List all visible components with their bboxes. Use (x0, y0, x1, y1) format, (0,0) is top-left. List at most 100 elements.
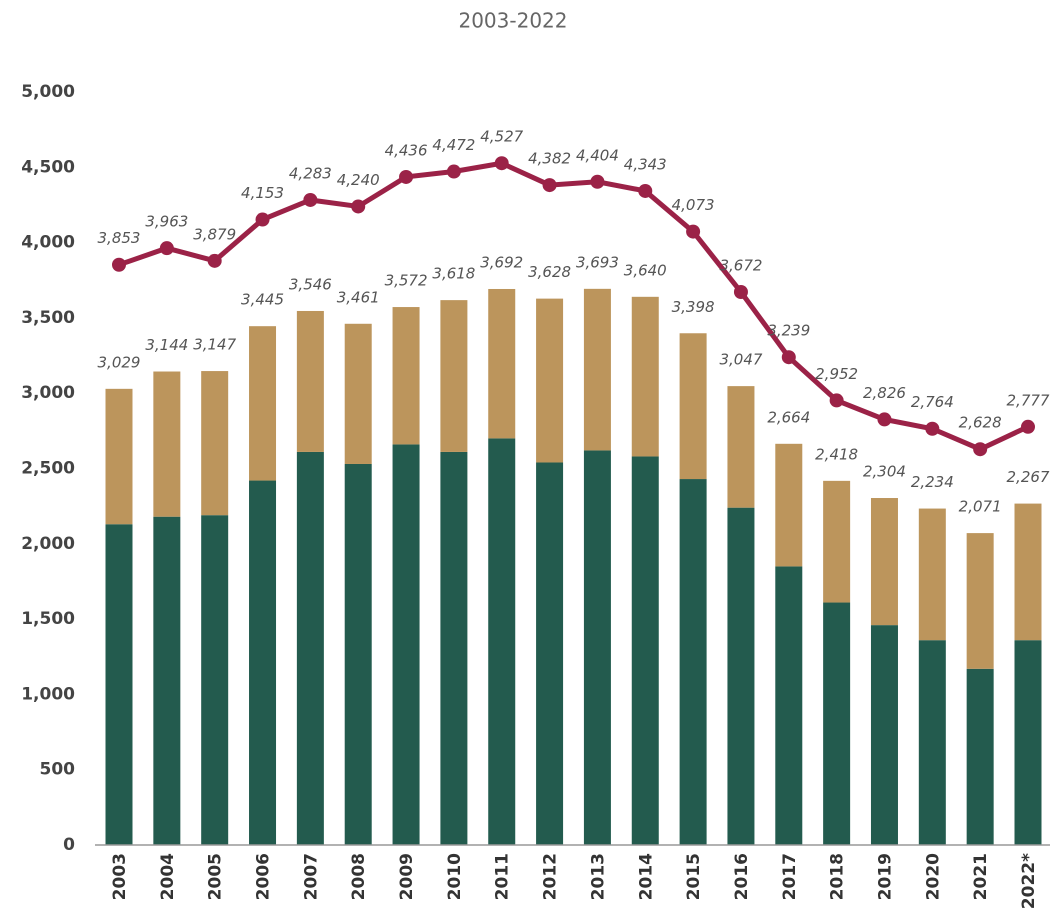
y-tick-label: 0 (63, 835, 75, 855)
line (118, 160, 1030, 452)
bar-segment (631, 296, 659, 457)
y-tick-label: 5,000 (21, 82, 75, 102)
line-label: 3,853 (98, 229, 141, 247)
bar-segment (536, 462, 564, 845)
total-label: 3,144 (145, 336, 188, 354)
bar-segment (870, 498, 898, 626)
x-tick-label: 2004 (158, 853, 178, 900)
bar-segment (583, 450, 611, 845)
total-label: 2,234 (911, 473, 954, 491)
bar-segment (392, 307, 420, 445)
line-label: 3,239 (767, 322, 810, 340)
line-label: 2,826 (863, 384, 906, 402)
line-label: 2,764 (911, 393, 954, 411)
bar-segment (775, 566, 803, 845)
x-tick-label: 2014 (636, 853, 656, 900)
bar-segment (249, 326, 277, 481)
line-label: 3,672 (719, 256, 762, 274)
line-point (112, 257, 126, 272)
total-label: 2,418 (815, 445, 858, 463)
bar-segment (153, 516, 181, 845)
bar-segment (870, 625, 898, 845)
line-label: 2,777 (1007, 391, 1050, 409)
total-label: 3,029 (98, 353, 141, 371)
bar-segment (440, 451, 468, 845)
y-tick-label: 3,000 (21, 383, 75, 403)
bar-segment (823, 602, 851, 845)
x-tick-label: 2011 (493, 853, 513, 900)
total-label: 2,267 (1007, 468, 1050, 486)
bar-segment (583, 288, 611, 451)
x-tick-label: 2007 (301, 853, 321, 900)
y-tick-label: 500 (40, 760, 76, 780)
bar-segment (296, 451, 324, 845)
line-label: 4,436 (385, 141, 428, 159)
line-point (399, 169, 414, 184)
bar-segment (488, 288, 516, 439)
line-point (877, 412, 892, 427)
line-point (733, 284, 748, 299)
line-label: 4,382 (528, 150, 571, 168)
line-label: 3,879 (193, 225, 236, 243)
total-label: 3,546 (289, 275, 332, 293)
total-label: 2,664 (767, 408, 810, 426)
chart-title: 2003-2022 (458, 9, 567, 33)
line-label: 4,073 (672, 196, 715, 214)
bar-segment (631, 456, 659, 845)
x-tick-label: 2015 (684, 853, 704, 900)
bar-segment (966, 533, 994, 669)
line-point (303, 192, 318, 207)
total-label: 3,628 (528, 263, 571, 281)
line-label: 4,240 (337, 171, 380, 189)
bar-segment (249, 480, 277, 845)
line-label: 4,283 (289, 164, 332, 182)
bar-segment (823, 480, 851, 603)
bar-segment (679, 479, 707, 845)
line-point (351, 199, 366, 214)
bar-segment (727, 386, 755, 508)
line-label: 4,472 (432, 136, 475, 154)
bar-segment (727, 507, 755, 845)
line-label: 4,343 (624, 155, 667, 173)
x-tick-label: 2012 (541, 853, 561, 900)
line-label: 4,527 (480, 128, 523, 146)
line-point (925, 421, 940, 436)
line-point (638, 183, 653, 198)
line-point (207, 253, 222, 268)
bar-segment (344, 463, 372, 845)
x-tick-label: 2003 (110, 853, 130, 900)
line-point (590, 174, 605, 189)
bar-segment (536, 298, 564, 463)
x-tick-label: 2013 (588, 853, 608, 900)
x-tick-label: 2017 (780, 853, 800, 900)
bar-segment (105, 524, 133, 845)
x-tick-label: 2016 (732, 853, 752, 900)
line-point (494, 156, 509, 171)
bar-segment (105, 388, 133, 525)
total-label: 3,047 (719, 351, 762, 369)
line-point (1021, 419, 1035, 434)
total-label: 3,147 (193, 336, 236, 354)
line-label: 3,963 (145, 213, 188, 231)
line-point (829, 393, 844, 408)
total-label: 2,304 (863, 463, 906, 481)
line-label: 4,153 (241, 184, 284, 202)
x-tick-label: 2006 (254, 853, 274, 900)
line-point (159, 241, 174, 256)
bar-segment (440, 300, 468, 452)
total-label: 3,692 (480, 253, 523, 271)
total-label: 3,640 (624, 261, 667, 279)
y-tick-label: 2,000 (21, 534, 75, 554)
x-tick-label: 2009 (397, 853, 417, 900)
bar-segment (201, 371, 229, 516)
y-tick-label: 3,500 (21, 308, 75, 328)
bar-segment (488, 438, 516, 845)
bar-segment (966, 668, 994, 845)
x-tick-label: 2019 (875, 853, 895, 900)
total-label: 3,693 (576, 253, 619, 271)
total-label: 3,445 (241, 291, 284, 309)
y-tick-label: 1,000 (21, 684, 75, 704)
x-tick-label: 2018 (828, 853, 848, 900)
bar-segment (918, 640, 946, 845)
